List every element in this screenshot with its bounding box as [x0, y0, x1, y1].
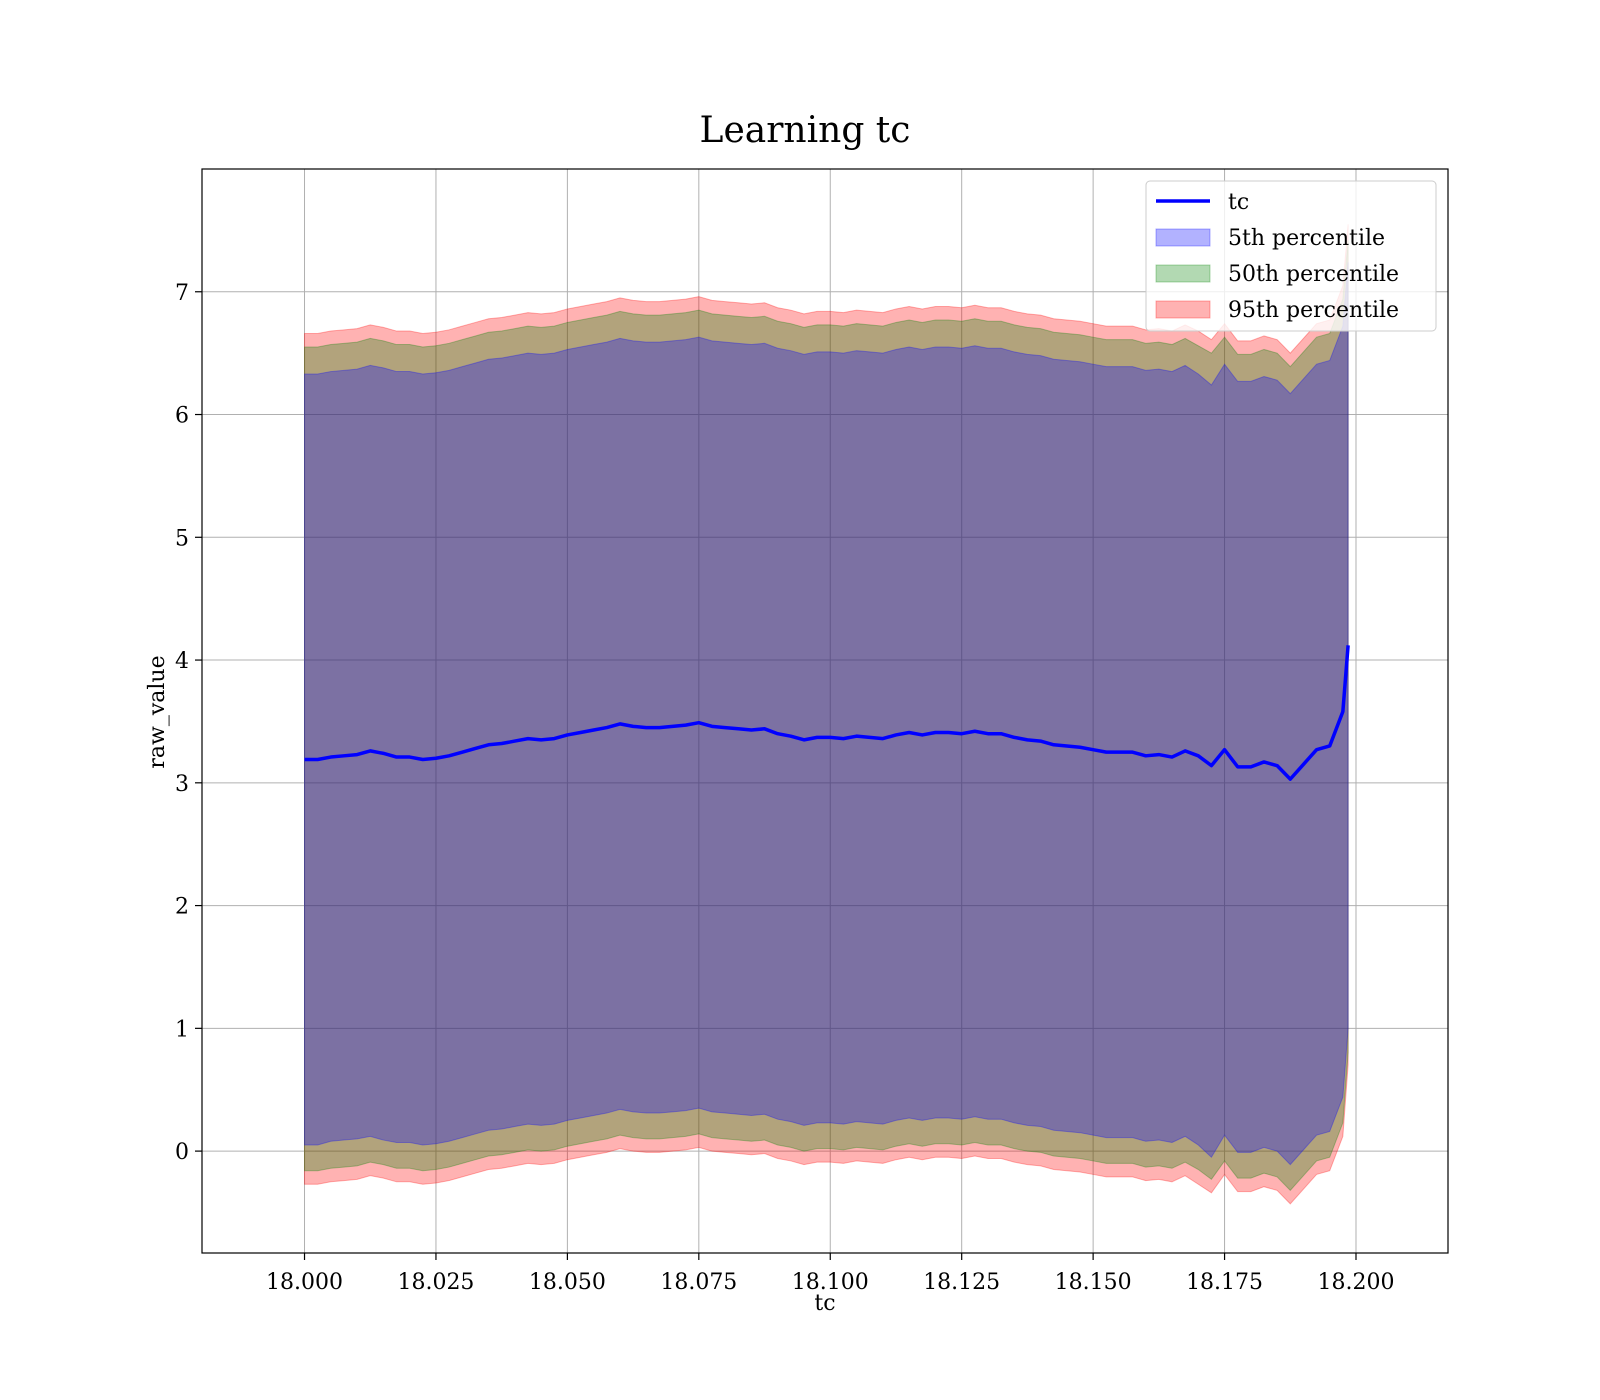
x-tick-label: 18.075	[660, 1270, 737, 1295]
y-tick-label: 4	[175, 649, 189, 674]
grid	[202, 169, 1448, 1253]
x-tick-label: 18.025	[397, 1270, 474, 1295]
x-tick-label: 18.200	[1318, 1270, 1395, 1295]
legend-swatch	[1155, 300, 1211, 319]
x-axis-label: tc	[814, 1291, 835, 1316]
x-tick-label: 18.000	[266, 1270, 343, 1295]
legend-label: 95th percentile	[1228, 298, 1399, 323]
x-tick-label: 18.125	[923, 1270, 1000, 1295]
band-95th-percentile	[304, 224, 1349, 1205]
legend: tc 5th percentile 50th percentile 95th perc…	[1145, 180, 1437, 332]
y-tick-label: 7	[175, 281, 189, 306]
legend-swatch	[1155, 228, 1211, 247]
percentile-bands	[304, 224, 1349, 1205]
y-axis-ticks: 0 1 2 3 4 5 6 7	[175, 281, 202, 1165]
legend-swatch	[1155, 264, 1211, 283]
y-tick-label: 3	[175, 772, 189, 797]
series-lines	[304, 645, 1350, 781]
legend-label: tc	[1228, 190, 1249, 215]
legend-label: 50th percentile	[1228, 262, 1399, 287]
x-axis-ticks: 18.000 18.025 18.050 18.075 18.100 18.125 18.1…	[266, 1253, 1394, 1295]
x-tick-label: 18.150	[1055, 1270, 1132, 1295]
band-50th-percentile	[304, 240, 1349, 1192]
y-tick-label: 2	[175, 895, 189, 920]
y-tick-label: 5	[175, 526, 189, 551]
x-tick-label: 18.175	[1186, 1270, 1263, 1295]
x-tick-label: 18.100	[792, 1270, 869, 1295]
legend-label: 5th percentile	[1228, 226, 1385, 251]
y-tick-label: 6	[175, 404, 189, 429]
y-tick-label: 0	[175, 1140, 189, 1165]
series-line-tc	[304, 645, 1350, 781]
chart-title: Learning tc	[700, 110, 911, 151]
x-tick-label: 18.050	[529, 1270, 606, 1295]
plot-frame	[201, 168, 1449, 1254]
legend-box	[1145, 180, 1437, 332]
band-5th-percentile	[304, 262, 1349, 1166]
y-tick-label: 1	[175, 1017, 189, 1042]
y-axis-label: raw_value	[145, 655, 170, 768]
